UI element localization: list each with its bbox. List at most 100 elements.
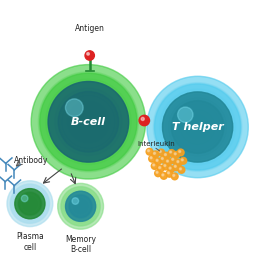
- Circle shape: [179, 108, 217, 146]
- Circle shape: [58, 183, 103, 229]
- Circle shape: [68, 102, 109, 142]
- Circle shape: [15, 189, 45, 219]
- Circle shape: [172, 102, 223, 152]
- Circle shape: [153, 83, 242, 171]
- Circle shape: [173, 151, 180, 158]
- Circle shape: [87, 53, 89, 55]
- Circle shape: [18, 192, 41, 215]
- Circle shape: [159, 167, 161, 169]
- Circle shape: [19, 192, 41, 215]
- Circle shape: [177, 161, 179, 163]
- Circle shape: [31, 65, 146, 179]
- Circle shape: [61, 187, 100, 226]
- Circle shape: [168, 150, 175, 156]
- Circle shape: [178, 107, 193, 122]
- Circle shape: [153, 152, 155, 154]
- Text: Plasma
cell: Plasma cell: [16, 232, 44, 252]
- Circle shape: [151, 163, 158, 169]
- Circle shape: [154, 84, 241, 170]
- Circle shape: [164, 164, 166, 167]
- Circle shape: [162, 174, 164, 176]
- Circle shape: [66, 99, 83, 116]
- Circle shape: [169, 167, 171, 169]
- Text: Memory
B-cell: Memory B-cell: [65, 235, 96, 254]
- Circle shape: [171, 101, 224, 153]
- Circle shape: [85, 51, 94, 60]
- Circle shape: [166, 95, 229, 159]
- Circle shape: [58, 92, 119, 152]
- Circle shape: [146, 148, 153, 155]
- Text: T helper: T helper: [172, 122, 224, 132]
- Circle shape: [174, 104, 221, 150]
- Circle shape: [160, 89, 236, 165]
- Circle shape: [179, 168, 181, 170]
- Text: Antibody: Antibody: [14, 156, 49, 165]
- Circle shape: [46, 79, 131, 165]
- Circle shape: [72, 198, 89, 215]
- Circle shape: [62, 95, 115, 149]
- Text: B-cell: B-cell: [71, 117, 106, 127]
- Circle shape: [156, 171, 158, 173]
- Text: Interleukin: Interleukin: [137, 141, 175, 146]
- Circle shape: [165, 159, 172, 165]
- Circle shape: [172, 158, 174, 160]
- Circle shape: [147, 76, 248, 178]
- Text: Antigen: Antigen: [75, 24, 105, 33]
- Circle shape: [66, 191, 96, 221]
- Circle shape: [191, 121, 204, 133]
- Circle shape: [174, 165, 176, 167]
- Circle shape: [177, 149, 184, 156]
- Circle shape: [141, 117, 144, 120]
- Circle shape: [21, 195, 28, 202]
- Circle shape: [67, 100, 110, 143]
- Circle shape: [160, 172, 167, 179]
- Circle shape: [69, 195, 92, 218]
- Circle shape: [168, 166, 174, 172]
- Circle shape: [168, 98, 227, 156]
- Circle shape: [164, 153, 166, 156]
- Circle shape: [7, 181, 53, 227]
- Circle shape: [156, 159, 158, 161]
- Circle shape: [173, 164, 180, 171]
- Circle shape: [16, 189, 44, 218]
- Circle shape: [173, 174, 175, 176]
- Circle shape: [31, 65, 146, 179]
- Circle shape: [7, 181, 53, 227]
- Circle shape: [69, 195, 92, 218]
- Circle shape: [27, 201, 33, 207]
- Circle shape: [58, 183, 103, 229]
- Circle shape: [162, 92, 233, 162]
- Circle shape: [15, 189, 45, 219]
- Circle shape: [147, 150, 150, 152]
- Circle shape: [24, 198, 36, 209]
- Circle shape: [179, 150, 181, 153]
- Circle shape: [55, 88, 122, 155]
- Circle shape: [161, 157, 163, 160]
- Circle shape: [163, 152, 170, 159]
- Circle shape: [170, 151, 172, 153]
- Circle shape: [10, 184, 50, 224]
- Circle shape: [185, 114, 210, 140]
- Circle shape: [66, 192, 95, 221]
- Circle shape: [48, 81, 129, 162]
- Circle shape: [48, 81, 129, 162]
- Circle shape: [157, 165, 164, 172]
- Circle shape: [10, 184, 49, 223]
- Circle shape: [162, 92, 233, 162]
- Circle shape: [160, 156, 167, 163]
- Circle shape: [162, 163, 169, 170]
- Circle shape: [61, 186, 101, 226]
- Circle shape: [180, 109, 215, 144]
- Circle shape: [78, 204, 83, 209]
- Circle shape: [153, 164, 155, 166]
- Circle shape: [170, 157, 177, 164]
- Circle shape: [75, 200, 86, 212]
- Circle shape: [158, 149, 165, 156]
- Circle shape: [66, 191, 96, 221]
- Circle shape: [38, 72, 139, 172]
- Circle shape: [22, 196, 37, 211]
- Circle shape: [180, 157, 187, 164]
- Circle shape: [40, 73, 137, 171]
- Circle shape: [60, 93, 117, 150]
- Circle shape: [155, 170, 161, 177]
